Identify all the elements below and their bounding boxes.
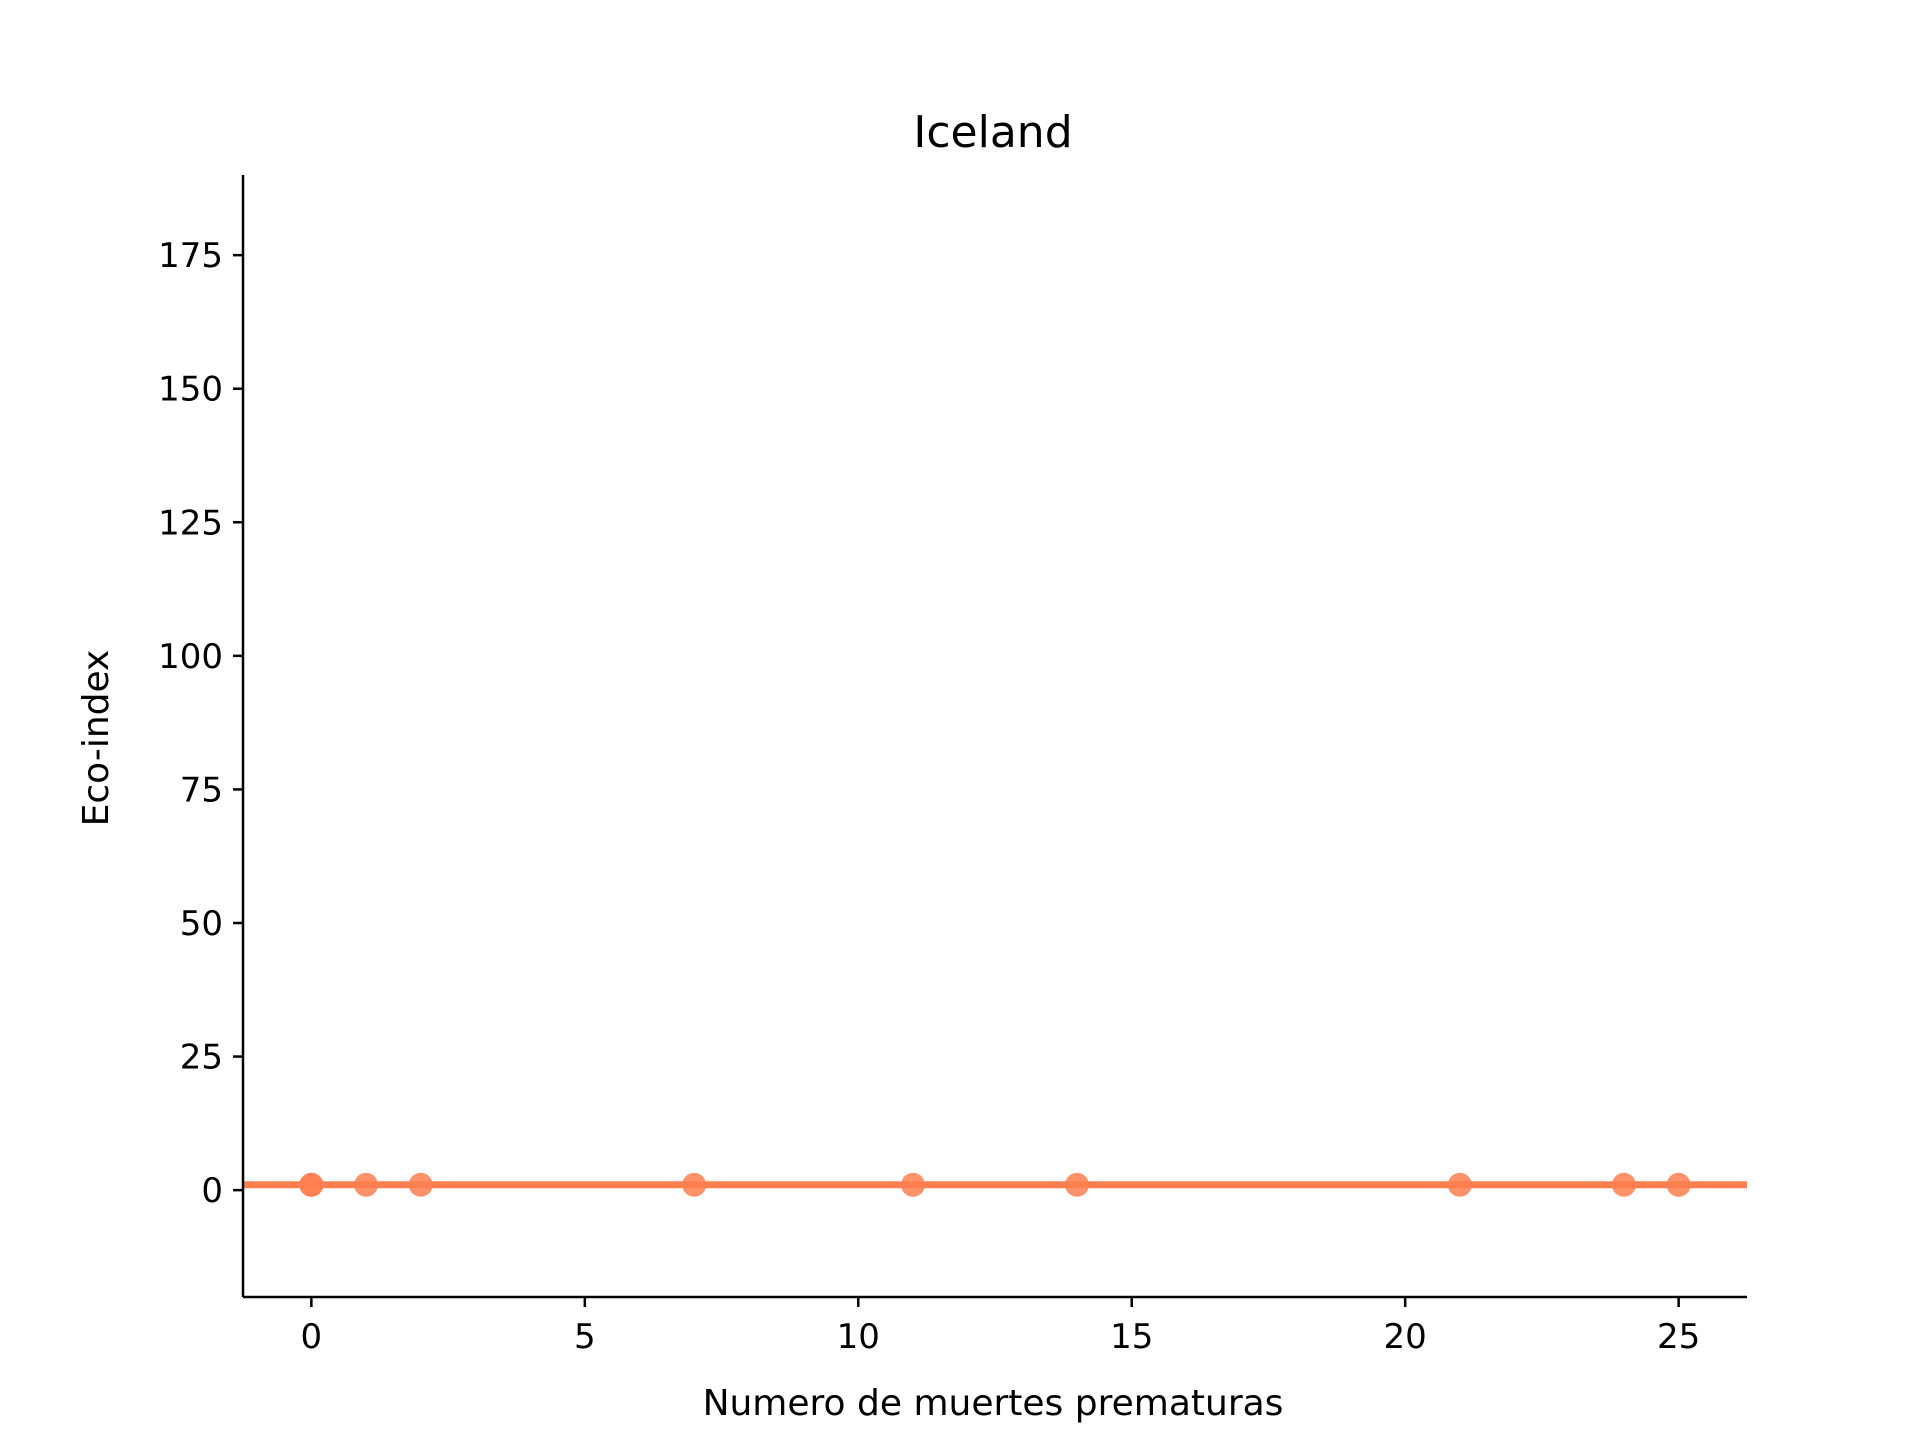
y-tick-label: 75 [180,770,223,810]
chart-title: Iceland [913,107,1072,158]
x-tick-label: 10 [837,1317,880,1357]
data-point [900,1172,925,1197]
y-tick-label: 100 [158,637,223,677]
y-tick-label: 25 [180,1038,223,1078]
data-point [408,1172,433,1197]
y-tick-label: 175 [158,236,223,276]
y-axis-label: Eco-index [76,650,117,827]
x-axis-label: Numero de muertes prematuras [703,1383,1284,1424]
y-tick-label: 0 [201,1171,223,1211]
data-point [299,1172,324,1197]
data-point [354,1172,379,1197]
x-tick-label: 5 [574,1317,596,1357]
y-tick-label: 150 [158,370,223,410]
y-tick-label: 125 [158,503,223,543]
data-point [1065,1172,1090,1197]
data-point [1666,1172,1691,1197]
x-tick-label: 20 [1384,1317,1427,1357]
data-point [682,1172,707,1197]
x-tick-label: 25 [1657,1317,1700,1357]
data-point [1611,1172,1636,1197]
y-tick-label: 50 [180,904,223,944]
data-point [1447,1172,1472,1197]
x-tick-label: 0 [301,1317,323,1357]
x-tick-label: 15 [1110,1317,1153,1357]
